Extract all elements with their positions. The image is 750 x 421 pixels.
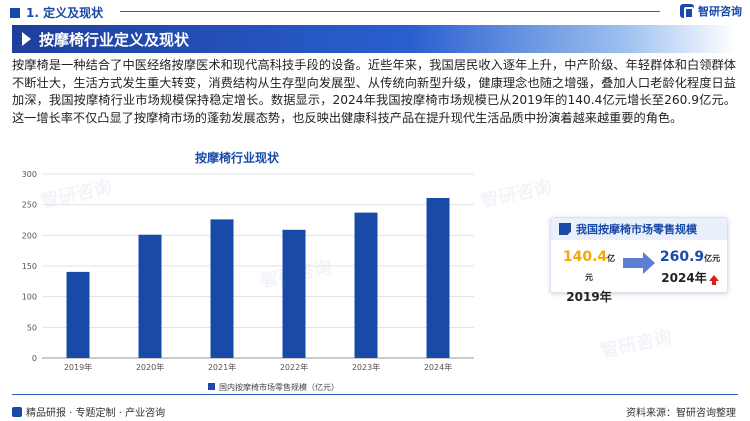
x-tick-label: 2023年 (352, 362, 380, 372)
bar (354, 212, 378, 358)
bar-chart: 0 50 100 150 200 250 300 2019年 2020年 2021年 2022年 20… (22, 170, 474, 392)
start-year: 2019年 (566, 290, 612, 304)
legend-swatch (208, 383, 215, 390)
section-tag: 1. 定义及现状 (10, 4, 103, 21)
end-value: 260.9 (659, 249, 705, 265)
x-tick-label: 2024年 (424, 362, 452, 372)
card-start-stat: 140.4亿元 2019年 (559, 246, 619, 305)
x-tick-label: 2019年 (64, 362, 92, 372)
y-tick-label: 0 (32, 354, 37, 363)
card-title: 我国按摩椅市场零售规模 (576, 223, 697, 236)
x-tick-label: 2021年 (208, 362, 236, 372)
intro-paragraph: 按摩椅是一种结合了中医经络按摩医术和现代高科技手段的设备。近些年来，我国居民收入… (12, 58, 736, 125)
card-header: 我国按摩椅市场零售规模 (551, 218, 727, 240)
triangle-arrow-icon (22, 32, 31, 46)
report-icon (12, 406, 22, 417)
footer-tagline: 精品研报 · 专题定制 · 产业咨询 (12, 404, 165, 419)
footer-tagline-text: 精品研报 · 专题定制 · 产业咨询 (26, 408, 166, 419)
brand-name: 智研咨询 (698, 5, 742, 18)
up-arrow-icon (708, 275, 719, 285)
footer-divider (12, 394, 738, 395)
source-note: 资料来源：智研咨询整理 (626, 408, 736, 419)
header-divider (120, 11, 660, 12)
watermark: 智研咨询 (478, 176, 554, 213)
card-end-stat: 260.9亿元 2024年 (655, 246, 725, 286)
section-marker-icon (10, 7, 20, 18)
bar (210, 219, 234, 358)
section-title: 1. 定义及现状 (26, 6, 104, 20)
start-unit: 亿元 (585, 254, 616, 282)
y-tick-label: 250 (22, 201, 37, 210)
y-tick-label: 300 (22, 170, 37, 179)
y-tick-label: 150 (22, 262, 37, 271)
brand-logo-icon (680, 4, 694, 19)
page-title: 按摩椅行业定义及现状 (39, 30, 190, 49)
x-tick-label: 2022年 (280, 362, 308, 372)
start-value: 140.4 (562, 249, 608, 265)
growth-arrow-icon (623, 252, 655, 274)
legend-label: 国内按摩椅市场零售规模（亿元） (219, 382, 339, 392)
card-marker-icon (559, 223, 571, 235)
top-bar: 1. 定义及现状 智研咨询 (0, 0, 750, 22)
end-year: 2024年 (661, 271, 707, 285)
title-banner: 按摩椅行业定义及现状 (12, 25, 736, 53)
watermark: 智研咨询 (598, 326, 674, 363)
bar (426, 197, 450, 358)
bar (66, 271, 90, 358)
brand: 智研咨询 (680, 3, 742, 19)
end-unit: 亿元 (704, 254, 721, 263)
market-size-card: 我国按摩椅市场零售规模 140.4亿元 2019年 260.9亿元 2024年 (550, 217, 728, 304)
y-tick-label: 50 (27, 323, 37, 332)
y-tick-label: 100 (22, 293, 37, 302)
chart-title: 按摩椅行业现状 (195, 151, 280, 165)
bar (138, 234, 162, 358)
y-tick-label: 200 (22, 231, 37, 240)
bar (282, 229, 306, 358)
x-tick-label: 2020年 (136, 362, 164, 372)
